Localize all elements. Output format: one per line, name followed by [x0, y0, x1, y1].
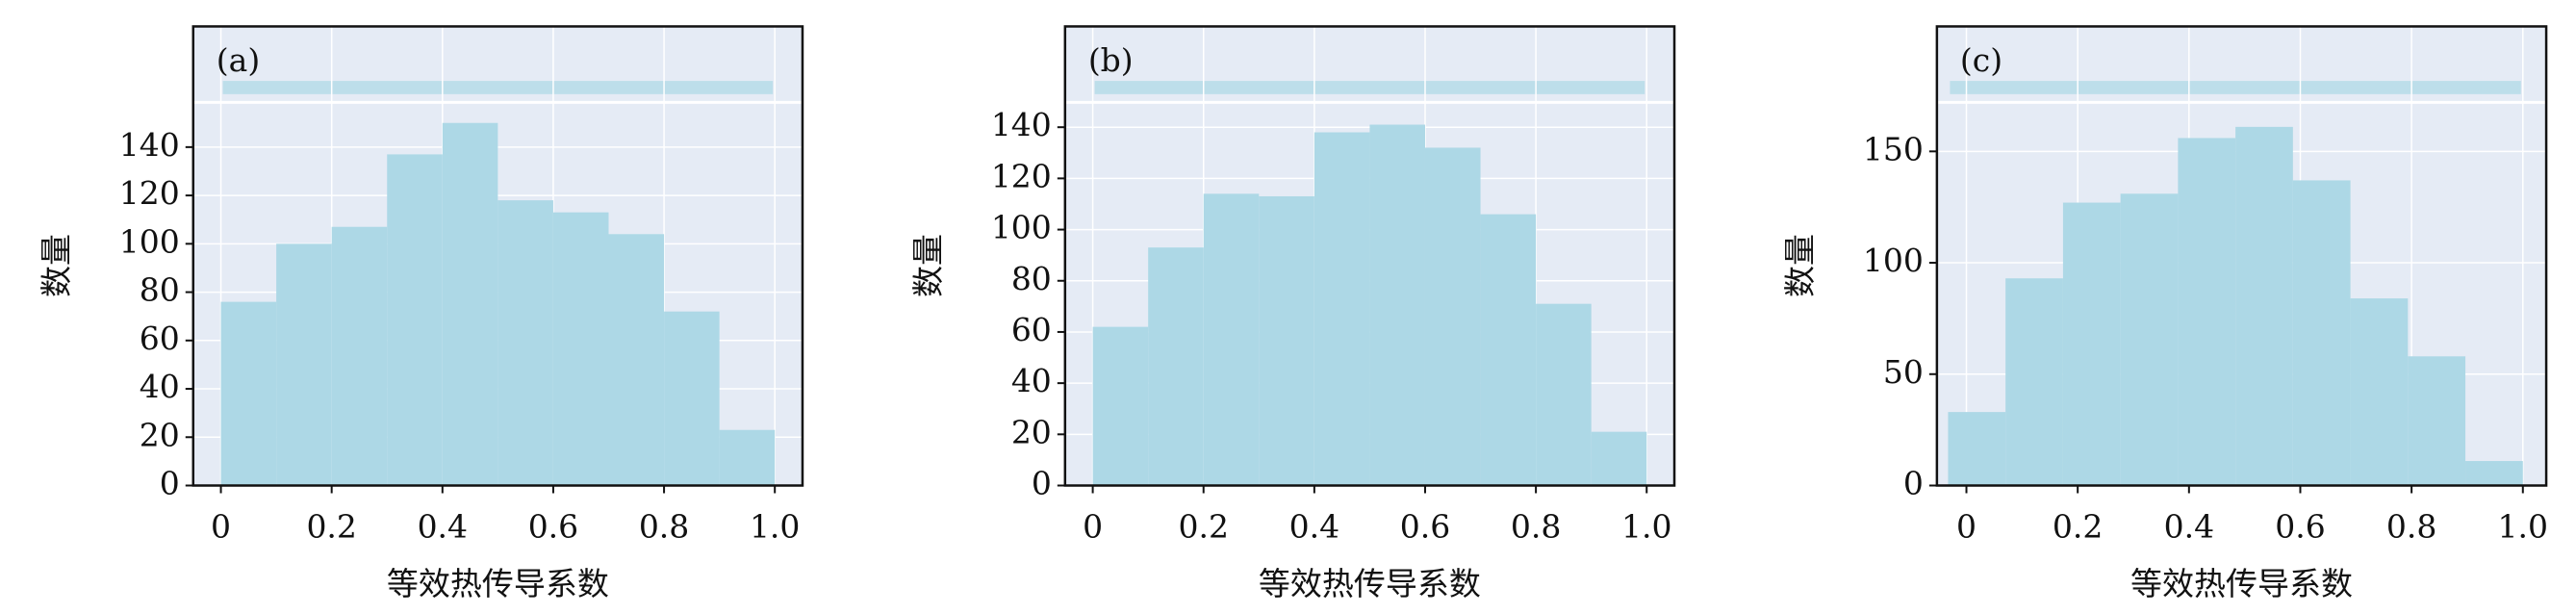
y-tick-label: 120	[991, 157, 1052, 194]
x-axis-label: 等效热传导系数	[2130, 565, 2353, 602]
x-tick-label: 0.8	[2386, 508, 2436, 546]
axes-frame	[1063, 25, 1676, 487]
y-tick-label: 50	[1883, 353, 1924, 391]
bar	[2178, 138, 2236, 486]
bar	[2062, 202, 2121, 486]
bar	[497, 200, 553, 486]
y-axis-label: 数量	[1781, 234, 1819, 297]
bar	[1259, 195, 1314, 486]
axes-frame	[191, 25, 804, 487]
panel-label: (a)	[217, 41, 260, 79]
bar	[276, 243, 332, 486]
x-tick-label: 0.6	[528, 508, 578, 546]
bar	[719, 429, 776, 486]
x-tick-label: 0.4	[2164, 508, 2214, 546]
y-tick-label: 0	[160, 465, 180, 502]
bar	[608, 234, 665, 486]
bar	[1480, 214, 1537, 486]
y-tick-label: 120	[119, 174, 180, 212]
y-tick-label: 0	[1032, 465, 1052, 502]
y-tick-label: 60	[140, 320, 180, 357]
x-tick-label: 0.8	[639, 508, 689, 546]
bar	[1591, 431, 1647, 486]
y-tick-label: 80	[1011, 260, 1052, 297]
x-tick-label: 0.4	[1289, 508, 1339, 546]
y-tick-label: 100	[119, 222, 180, 260]
x-tick-label: 1.0	[750, 508, 800, 546]
bar	[1369, 124, 1425, 486]
x-tick-label: 0	[1083, 508, 1103, 546]
x-tick-label: 0	[211, 508, 231, 546]
y-tick-label: 0	[1903, 465, 1924, 502]
bar	[1424, 147, 1481, 486]
bar	[220, 301, 277, 486]
rug-band	[222, 81, 774, 94]
x-axis-label: 等效热传导系数	[387, 565, 609, 602]
bar	[552, 212, 609, 486]
bar	[2120, 193, 2179, 486]
axes-frame	[1935, 25, 2548, 487]
bar	[1314, 132, 1370, 486]
bar	[442, 122, 498, 486]
x-tick-label: 0.6	[2275, 508, 2325, 546]
panel-label: (c)	[1960, 41, 2002, 79]
rug-band	[1094, 81, 1645, 94]
bar	[2235, 126, 2293, 486]
x-tick-label: 0	[1956, 508, 1977, 546]
x-tick-label: 0.6	[1400, 508, 1450, 546]
x-tick-label: 1.0	[1621, 508, 1671, 546]
y-tick-label: 150	[1863, 130, 1924, 167]
x-tick-label: 0.8	[1511, 508, 1561, 546]
y-axis-label: 数量	[909, 234, 947, 297]
bar	[331, 226, 388, 486]
bar	[1092, 326, 1149, 486]
bar	[2292, 180, 2351, 486]
bar	[2465, 461, 2523, 486]
y-axis-label: 数量	[38, 234, 75, 297]
y-tick-label: 140	[991, 106, 1052, 143]
rug-band	[1950, 81, 2521, 94]
x-tick-label: 1.0	[2498, 508, 2548, 546]
x-axis-label: 等效热传导系数	[1259, 565, 1481, 602]
y-tick-label: 20	[1011, 413, 1052, 450]
y-tick-label: 80	[140, 271, 180, 309]
y-tick-label: 40	[140, 368, 180, 405]
bar	[2005, 278, 2063, 486]
bar	[1203, 193, 1260, 486]
y-tick-label: 40	[1011, 362, 1052, 399]
x-tick-label: 0.2	[306, 508, 356, 546]
bar	[2408, 356, 2466, 486]
x-tick-label: 0.2	[2053, 508, 2103, 546]
x-tick-label: 0.4	[418, 508, 468, 546]
bar	[2350, 298, 2409, 486]
bar	[664, 311, 720, 486]
y-tick-label: 100	[1863, 242, 1924, 279]
y-tick-label: 100	[991, 209, 1052, 246]
x-tick-label: 0.2	[1178, 508, 1228, 546]
panel-label: (b)	[1088, 41, 1134, 79]
bar	[1148, 247, 1204, 486]
bar	[1536, 303, 1592, 486]
y-tick-label: 60	[1011, 311, 1052, 348]
y-tick-label: 140	[119, 126, 180, 164]
y-tick-label: 20	[140, 416, 180, 453]
bar	[1948, 412, 2006, 486]
bar	[387, 154, 443, 486]
